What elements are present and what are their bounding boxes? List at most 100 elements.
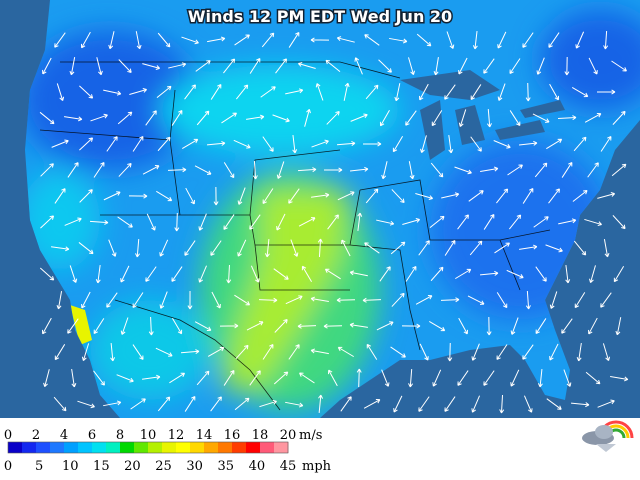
wind-arrow xyxy=(548,32,560,48)
wind-arrow xyxy=(276,161,285,179)
borders xyxy=(39,61,551,411)
wind-arrow xyxy=(444,239,456,256)
wind-arrow xyxy=(433,57,439,76)
wind-arrow xyxy=(128,193,148,199)
wind-arrow xyxy=(405,110,417,126)
wind-arrow xyxy=(207,346,225,357)
wind-arrow xyxy=(288,344,300,360)
wind-arrow xyxy=(79,85,94,99)
wind-arrow xyxy=(79,189,93,203)
wind-arrow xyxy=(549,83,560,101)
wind-arrow xyxy=(155,347,173,357)
wind-arrow xyxy=(323,167,343,173)
wind-arrow xyxy=(509,58,521,74)
mph-tick-label: 40 xyxy=(249,459,266,474)
wind-arrow xyxy=(276,213,286,231)
wind-arrow xyxy=(444,396,456,412)
wind-arrow xyxy=(264,238,270,258)
wind-arrow xyxy=(235,84,249,100)
color-bar-border xyxy=(7,441,289,454)
ms-tick-label: 12 xyxy=(168,428,185,443)
wind-arrow xyxy=(292,135,298,154)
wind-arrow xyxy=(142,165,160,175)
wind-arrow xyxy=(549,291,558,309)
wind-arrow xyxy=(576,343,582,362)
wind-arrow xyxy=(132,344,144,360)
wind-arrow xyxy=(196,110,210,126)
wind-arrow xyxy=(78,242,94,255)
wind-arrow xyxy=(496,292,508,309)
wind-arrow xyxy=(246,321,264,331)
wind-arrow xyxy=(429,320,446,332)
wind-arrow xyxy=(132,136,144,152)
color-swatch xyxy=(148,442,163,453)
wind-arrow xyxy=(597,399,615,408)
wind-arrow xyxy=(327,214,339,230)
wind-arrow xyxy=(90,113,108,122)
wind-arrow xyxy=(534,162,548,178)
wind-arrow xyxy=(364,242,380,254)
wind-arrow xyxy=(510,317,519,335)
color-swatch xyxy=(106,442,121,453)
wind-arrow xyxy=(376,321,394,331)
wind-arrow xyxy=(457,370,469,386)
ms-tick-label: 18 xyxy=(252,428,269,443)
wind-arrow xyxy=(288,31,300,48)
wind-arrow xyxy=(317,238,323,258)
wind-arrow xyxy=(53,396,67,412)
wind-arrow xyxy=(235,344,249,360)
wind-arrow xyxy=(132,292,144,308)
wind-arrow xyxy=(389,37,408,44)
wind-arrow xyxy=(402,218,421,225)
wind-arrow xyxy=(288,188,300,204)
wind-arrow xyxy=(157,396,171,412)
wind-arrow xyxy=(181,36,199,45)
wind-arrow xyxy=(612,215,626,230)
wind-arrow xyxy=(194,321,212,331)
wind-arrow xyxy=(315,83,324,101)
wind-arrow xyxy=(455,268,472,280)
wind-arrow xyxy=(415,193,434,200)
wind-arrow xyxy=(71,369,77,388)
wind-arrow xyxy=(379,266,391,282)
wind-arrow xyxy=(325,59,341,73)
mph-tick-label: 30 xyxy=(186,459,203,474)
wind-arrow xyxy=(298,217,316,227)
wind-arrow xyxy=(499,394,505,414)
wind-arrow xyxy=(408,57,416,76)
wind-arrow xyxy=(357,212,363,231)
wind-arrow xyxy=(561,318,573,334)
wind-arrow xyxy=(40,163,54,177)
wind-arrow xyxy=(210,83,222,100)
wind-arrow xyxy=(363,141,382,147)
wind-arrow xyxy=(56,291,63,310)
wind-arrow xyxy=(80,31,91,49)
wind-arrow xyxy=(285,401,304,408)
wind-arrow xyxy=(546,138,563,150)
wind-arrow xyxy=(174,212,180,232)
wind-arrow xyxy=(69,57,76,76)
wind-arrow xyxy=(532,113,550,123)
wind-arrow xyxy=(223,214,235,230)
wind-arrow xyxy=(545,244,563,253)
color-swatch xyxy=(36,442,51,453)
legend: 0 2 4 6 8 10 12 14 16 18 20 m/s0 5 10 15 20 25 30 35 40 45 mp… xyxy=(4,428,332,474)
wind-arrow xyxy=(311,139,329,148)
mph-unit: mph xyxy=(302,459,332,474)
wind-arrow xyxy=(429,215,445,228)
wind-arrow xyxy=(356,368,362,388)
wind-arrow xyxy=(40,215,55,229)
wind-arrow xyxy=(483,58,495,74)
wind-arrow xyxy=(350,166,369,172)
wind-arrow xyxy=(602,343,611,361)
wind-arrow xyxy=(336,141,356,146)
wind-arrow xyxy=(184,240,196,256)
wind-arrow xyxy=(103,400,122,407)
wind-arrow xyxy=(260,86,276,98)
wind-arrow xyxy=(54,344,66,361)
wind-arrow xyxy=(249,370,261,386)
wind-arrow xyxy=(571,87,589,98)
wind-arrow xyxy=(558,218,577,225)
wind-arrow xyxy=(273,268,289,280)
wind-arrow xyxy=(379,109,390,127)
